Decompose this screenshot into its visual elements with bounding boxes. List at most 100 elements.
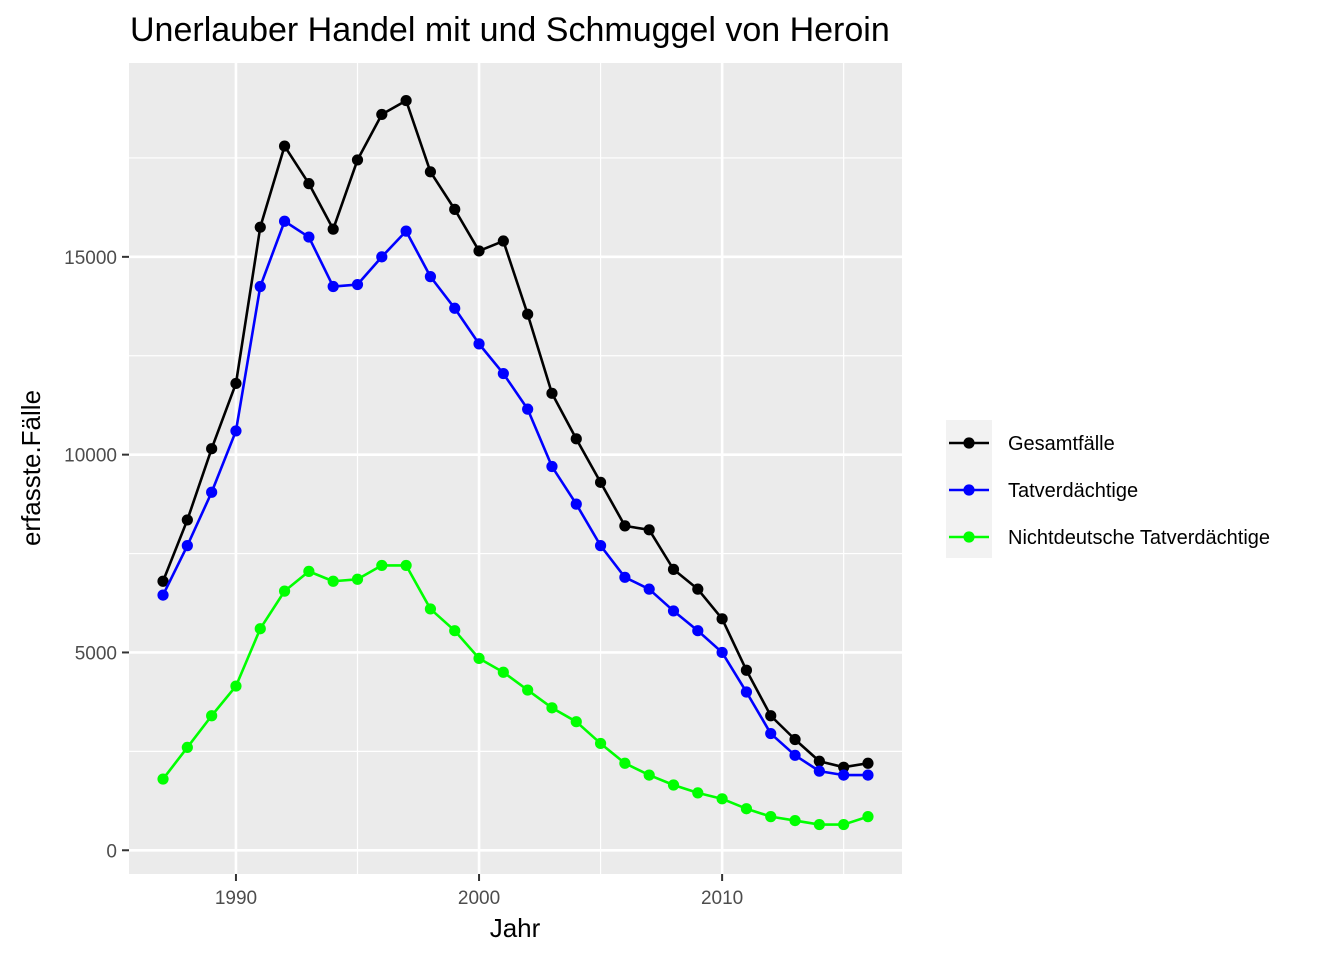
data-point xyxy=(278,585,291,597)
data-point xyxy=(789,733,801,746)
legend-key-point xyxy=(963,437,975,449)
data-point xyxy=(546,702,558,714)
data-point xyxy=(667,563,680,575)
data-point xyxy=(157,773,169,785)
data-point xyxy=(716,613,728,625)
data-point xyxy=(740,686,753,698)
data-point xyxy=(327,280,339,293)
data-point xyxy=(643,524,655,536)
data-point xyxy=(789,814,801,827)
data-point xyxy=(522,684,534,696)
data-point xyxy=(181,540,193,552)
data-point xyxy=(449,302,461,314)
data-point xyxy=(570,498,582,510)
data-point xyxy=(862,757,874,769)
data-point xyxy=(740,803,753,815)
data-point xyxy=(327,575,339,587)
data-point xyxy=(278,215,291,227)
x-tick-label: 2000 xyxy=(458,888,500,909)
data-point xyxy=(765,811,777,823)
data-point xyxy=(206,443,218,455)
major-gridlines xyxy=(129,63,902,874)
data-point xyxy=(740,664,753,676)
data-point xyxy=(303,178,315,190)
data-point xyxy=(716,793,728,805)
data-point xyxy=(692,787,704,799)
data-point xyxy=(546,460,558,473)
data-point xyxy=(546,387,558,399)
data-point xyxy=(400,559,412,572)
data-point xyxy=(206,486,218,498)
data-point xyxy=(692,583,704,595)
data-point xyxy=(376,559,388,572)
x-axis-title: Jahr xyxy=(490,913,541,943)
series-1 xyxy=(157,94,874,773)
data-point xyxy=(230,377,242,390)
y-tick-label: 10000 xyxy=(64,446,117,467)
x-tick-label: 1990 xyxy=(215,888,257,909)
data-point xyxy=(594,737,607,750)
data-point xyxy=(206,710,218,722)
legend-key-point xyxy=(963,531,975,543)
series-line xyxy=(161,99,869,769)
data-point xyxy=(157,589,169,601)
legend: Gesamtfälle Tatverdächtige Nichtdeutsche T… xyxy=(946,420,1270,558)
data-point xyxy=(473,652,485,664)
data-point xyxy=(643,769,655,781)
legend-label: Gesamtfälle xyxy=(1008,433,1115,455)
legend-label: Nichtdeutsche Tatverdächtige xyxy=(1008,527,1270,549)
data-point xyxy=(424,166,437,178)
data-point xyxy=(813,755,825,767)
data-point xyxy=(303,565,315,577)
series-line xyxy=(161,219,868,777)
x-axis: 1990 2000 2010 xyxy=(215,874,743,909)
data-point xyxy=(813,818,825,831)
legend-label: Tatverdächtige xyxy=(1008,480,1138,502)
data-point xyxy=(862,769,874,781)
data-point xyxy=(351,154,364,166)
data-point xyxy=(351,573,364,585)
data-point xyxy=(303,231,315,243)
data-point xyxy=(497,235,509,247)
legend-key-point xyxy=(963,484,975,496)
data-point xyxy=(789,749,801,761)
data-point xyxy=(424,603,437,615)
data-point xyxy=(400,94,412,107)
y-tick-label: 5000 xyxy=(75,643,117,664)
data-point xyxy=(181,741,193,754)
series-3 xyxy=(157,559,874,831)
data-point xyxy=(351,278,364,291)
data-point xyxy=(449,625,461,637)
data-point xyxy=(594,540,607,552)
data-point xyxy=(376,251,388,263)
series-2 xyxy=(157,215,874,781)
data-point xyxy=(400,225,412,237)
data-point xyxy=(424,271,437,283)
y-axis-title: erfasste.Fälle xyxy=(16,390,46,546)
data-point xyxy=(157,575,169,587)
data-point xyxy=(619,520,631,532)
data-point xyxy=(594,476,607,488)
data-point xyxy=(667,605,680,617)
data-point xyxy=(765,710,777,722)
data-point xyxy=(254,221,266,233)
data-point xyxy=(838,761,850,773)
data-point xyxy=(716,646,728,659)
data-point xyxy=(692,625,704,637)
y-axis: 0 5000 10000 15000 xyxy=(64,248,129,862)
data-point xyxy=(643,583,655,595)
y-tick-label: 15000 xyxy=(64,248,117,269)
data-point xyxy=(254,623,266,635)
y-tick-label: 0 xyxy=(106,841,117,862)
plot-panel xyxy=(129,63,902,874)
minor-gridlines xyxy=(129,63,902,874)
data-point xyxy=(838,818,850,831)
data-point xyxy=(327,223,339,235)
data-point xyxy=(522,403,534,415)
data-point xyxy=(278,140,291,152)
data-point xyxy=(838,769,850,781)
data-point xyxy=(473,245,485,257)
data-point xyxy=(619,757,631,769)
data-point xyxy=(667,779,680,791)
